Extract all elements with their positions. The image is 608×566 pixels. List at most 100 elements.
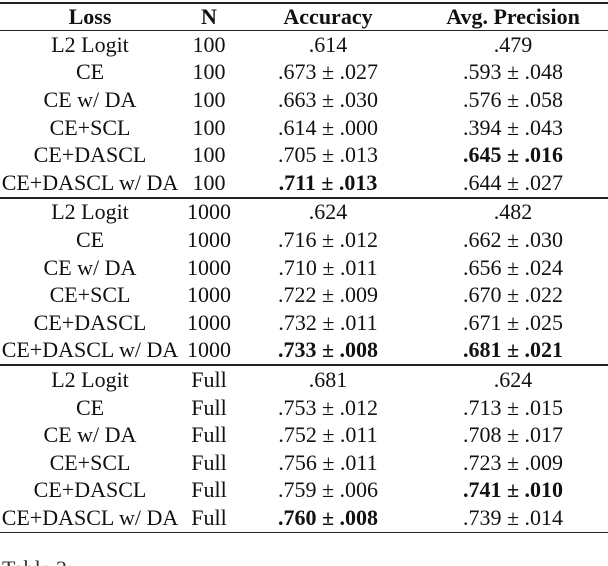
cell-loss: CE+SCL [49,282,131,308]
header-n: N [201,4,217,29]
cell-n: Full [191,504,227,530]
cell-accuracy: .722 ± .009 [277,282,379,308]
cell-accuracy: .624 [308,199,348,225]
cell-loss: CE w/ DA [43,86,137,112]
cell-loss: CE+DASCL w/ DA [1,337,179,363]
cell-n: 1000 [187,337,231,363]
table-row: CE+SCL Full .756 ± .011 .723 ± .009 [0,449,608,477]
cell-avg-precision: .394 ± .043 [462,114,564,140]
section-n-1000: L2 Logit 1000 .624 .482 CE 1000 .716 ± .012 .66… [0,198,608,366]
cell-n: 1000 [187,199,231,225]
cell-avg-precision: .644 ± .027 [462,169,564,195]
table-row: CE+DASCL Full .759 ± .006 .741 ± .010 [0,477,608,505]
cell-n: 1000 [187,282,231,308]
cell-n: 100 [192,169,226,195]
cell-avg-precision: .479 [493,31,533,57]
cell-avg-precision: .645 ± .016 [462,142,564,168]
cell-n: Full [191,366,227,392]
table-row: CE+DASCL 1000 .732 ± .011 .671 ± .025 [0,309,608,337]
cell-loss: L2 Logit [51,31,129,57]
cell-avg-precision: .624 [493,366,533,392]
cell-n: Full [191,394,227,420]
cell-avg-precision: .739 ± .014 [462,504,564,530]
cell-accuracy: .732 ± .011 [278,309,378,335]
cell-avg-precision: .482 [493,199,533,225]
cell-accuracy: .752 ± .011 [278,422,378,448]
cell-n: 100 [192,59,226,85]
cell-loss: CE+DASCL w/ DA [1,169,179,195]
cell-avg-precision: .670 ± .022 [462,282,564,308]
cell-avg-precision: .593 ± .048 [462,59,564,85]
table-row: CE+SCL 1000 .722 ± .009 .670 ± .022 [0,281,608,309]
results-table: Loss N Accuracy Avg. Precision L2 Logit 1… [0,2,608,533]
table-caption: Table 2: [2,558,73,566]
cell-accuracy: .711 ± .013 [278,169,378,195]
cell-accuracy: .614 [308,31,348,57]
cell-avg-precision: .713 ± .015 [462,394,564,420]
table-row: L2 Logit Full .681 .624 [0,365,608,394]
cell-loss: L2 Logit [51,366,129,392]
cell-accuracy: .673 ± .027 [277,59,379,85]
table-row: L2 Logit 100 .614 .479 [0,31,608,59]
section-n-100: L2 Logit 100 .614 .479 CE 100 .673 ± .027 .593 … [0,31,608,198]
header-avg-precision: Avg. Precision [446,4,580,29]
cell-loss: CE+DASCL [33,477,147,503]
table-row: CE 100 .673 ± .027 .593 ± .048 [0,59,608,87]
table-row: CE w/ DA Full .752 ± .011 .708 ± .017 [0,421,608,449]
cell-accuracy: .705 ± .013 [277,142,379,168]
cell-accuracy: .614 ± .000 [277,114,379,140]
cell-n: 1000 [187,309,231,335]
cell-n: 100 [192,31,226,57]
table-row: L2 Logit 1000 .624 .482 [0,198,608,227]
cell-accuracy: .681 [308,366,348,392]
header-loss: Loss [68,4,112,29]
cell-loss: CE w/ DA [43,422,137,448]
cell-avg-precision: .681 ± .021 [462,337,564,363]
cell-n: Full [191,449,227,475]
cell-accuracy: .760 ± .008 [277,504,379,530]
cell-avg-precision: .723 ± .009 [462,449,564,475]
cell-avg-precision: .741 ± .010 [462,477,564,503]
cell-loss: CE [75,59,105,85]
cell-accuracy: .663 ± .030 [277,86,379,112]
cell-avg-precision: .708 ± .017 [462,422,564,448]
cell-avg-precision: .576 ± .058 [462,86,564,112]
table-row: CE Full .753 ± .012 .713 ± .015 [0,394,608,422]
cell-avg-precision: .671 ± .025 [462,309,564,335]
table-row: CE+DASCL 100 .705 ± .013 .645 ± .016 [0,141,608,169]
cell-loss: CE+DASCL w/ DA [1,504,179,530]
cell-loss: CE+SCL [49,114,131,140]
cell-loss: CE+SCL [49,449,131,475]
cell-loss: L2 Logit [51,199,129,225]
table-row: CE 1000 .716 ± .012 .662 ± .030 [0,226,608,254]
cell-avg-precision: .662 ± .030 [462,226,564,252]
cell-loss: CE [75,226,105,252]
table-row: CE+DASCL w/ DA 100 .711 ± .013 .644 ± .027 [0,169,608,198]
cell-n: Full [191,422,227,448]
table-row: CE+DASCL w/ DA Full .760 ± .008 .739 ± .014 [0,504,608,532]
section-n-full: L2 Logit Full .681 .624 CE Full .753 ± .012 .71… [0,365,608,533]
table-row: CE w/ DA 1000 .710 ± .011 .656 ± .024 [0,254,608,282]
cell-n: 100 [192,142,226,168]
cell-n: 1000 [187,226,231,252]
cell-n: 1000 [187,254,231,280]
cell-loss: CE w/ DA [43,254,137,280]
table-row: CE w/ DA 100 .663 ± .030 .576 ± .058 [0,86,608,114]
cell-n: 100 [192,114,226,140]
cell-accuracy: .759 ± .006 [277,477,379,503]
cell-avg-precision: .656 ± .024 [462,254,564,280]
cell-accuracy: .756 ± .011 [278,449,378,475]
table-row: CE+SCL 100 .614 ± .000 .394 ± .043 [0,114,608,142]
cell-n: Full [191,477,227,503]
cell-accuracy: .733 ± .008 [277,337,379,363]
cell-accuracy: .710 ± .011 [278,254,378,280]
cell-n: 100 [192,86,226,112]
cell-accuracy: .753 ± .012 [277,394,379,420]
cell-loss: CE+DASCL [33,142,147,168]
cell-loss: CE+DASCL [33,309,147,335]
table-row: CE+DASCL w/ DA 1000 .733 ± .008 .681 ± .021 [0,337,608,366]
header-row: Loss N Accuracy Avg. Precision [0,3,608,31]
cell-accuracy: .716 ± .012 [277,226,379,252]
cell-loss: CE [75,394,105,420]
header-accuracy: Accuracy [283,4,373,29]
